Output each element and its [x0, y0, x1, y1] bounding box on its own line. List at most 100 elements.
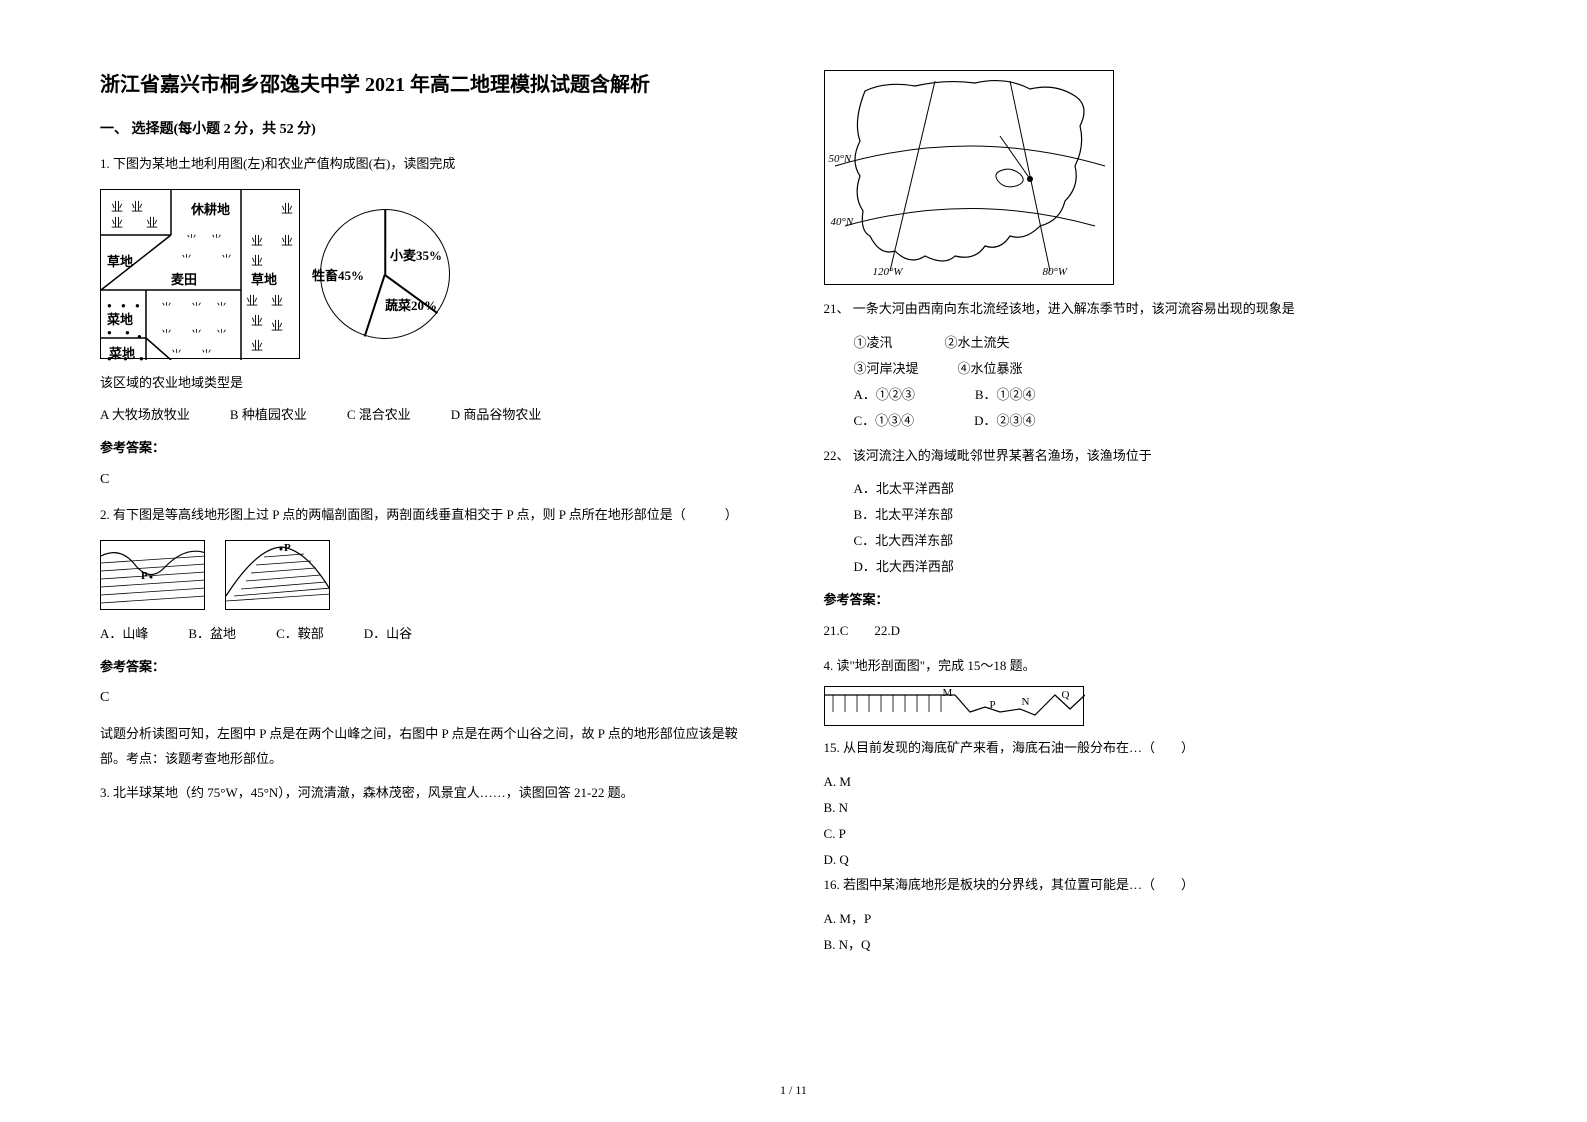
- tree-icon: [131, 196, 143, 219]
- left-column: 浙江省嘉兴市桐乡邵逸夫中学 2021 年高二地理模拟试题含解析 一、 选择题(每…: [100, 70, 764, 968]
- q2-ans-label: 参考答案：: [100, 655, 764, 680]
- q21-stem: 21、 一条大河由西南向东北流经该地，进入解冻季节时，该河流容易出现的现象是: [824, 297, 1488, 322]
- grass-icon: [211, 230, 222, 251]
- q21-i2: ②水土流失: [945, 335, 1010, 350]
- pie-label-wheat: 小麦35%: [390, 244, 442, 269]
- q21-i1: ①凌汛: [854, 335, 893, 350]
- question-4: 4. 读"地形剖面图"，完成 15～18 题。: [824, 654, 1488, 958]
- svg-text:P: P: [284, 542, 291, 554]
- tree-icon: [281, 198, 293, 221]
- tree-icon: [251, 250, 263, 273]
- q2-ans: C: [100, 685, 764, 712]
- grass-icon: [191, 325, 202, 346]
- q1-ans: C: [100, 467, 764, 494]
- q3-ans: 21.C 22.D: [824, 619, 1488, 644]
- grass-icon: [161, 325, 172, 346]
- q1-opt-a: A 大牧场放牧业: [100, 403, 190, 428]
- na-map-figure: 50°N 40°N 120°W 80°W: [824, 70, 1114, 285]
- q15-options: A. M B. N C. P D. Q: [824, 769, 1488, 873]
- q2-figures: P P: [100, 540, 764, 610]
- question-2: 2. 有下图是等高线地形图上过 P 点的两幅剖面图，两剖面线垂直相交于 P 点，…: [100, 503, 764, 771]
- q2-opt-c: C．鞍部: [276, 622, 324, 647]
- q21-opt-a: A．①②③: [854, 382, 915, 408]
- grass-icon: [216, 325, 227, 346]
- pie-chart: 牲畜45% 小麦35% 蔬菜20%: [320, 209, 450, 339]
- q21-items: ①凌汛 ②水土流失 ③河岸决堤 ④水位暴涨: [824, 330, 1488, 382]
- q21-i4: ④水位暴涨: [958, 361, 1023, 376]
- q22-options: A．北太平洋西部 B．北太平洋东部 C．北大西洋东部 D．北大西洋西部: [824, 476, 1488, 580]
- q22-stem: 22、 该河流注入的海域毗邻世界某著名渔场，该渔场位于: [824, 444, 1488, 469]
- q21-i3: ③河岸决堤: [854, 361, 919, 376]
- q22-opt-a: A．北太平洋西部: [854, 476, 1488, 502]
- label-wheat: 麦田: [171, 268, 197, 293]
- q16-opt-a: A. M，P: [824, 906, 1488, 932]
- dot-icon: [125, 322, 130, 343]
- section-1-header: 一、 选择题(每小题 2 分，共 52 分): [100, 118, 764, 138]
- map-lon80: 80°W: [1043, 266, 1068, 278]
- profile-figure-2: P: [225, 540, 330, 610]
- grass-icon: [216, 298, 227, 319]
- q2-options: A．山峰 B．盆地 C．鞍部 D．山谷: [100, 622, 764, 647]
- exam-title: 浙江省嘉兴市桐乡邵逸夫中学 2021 年高二地理模拟试题含解析: [100, 70, 764, 100]
- dot-icon: [121, 295, 126, 316]
- grass-icon: [186, 230, 197, 251]
- grass-icon: [161, 298, 172, 319]
- cross-m: M: [943, 683, 953, 704]
- q1-ans-label: 参考答案：: [100, 436, 764, 461]
- cross-n: N: [1022, 692, 1030, 713]
- q1-text: 1. 下图为某地土地利用图(左)和农业产值构成图(右)，读图完成: [100, 152, 764, 177]
- q15-stem: 15. 从目前发现的海底矿产来看，海底石油一般分布在…（ ）: [824, 736, 1488, 761]
- q2-opt-d: D．山谷: [364, 622, 412, 647]
- right-column: 50°N 40°N 120°W 80°W 21、 一条大河由西南向东北流经该地，…: [824, 70, 1488, 968]
- cross-section-figure: M P N Q: [824, 686, 1084, 726]
- q2-opt-a: A．山峰: [100, 622, 148, 647]
- tree-icon: [251, 335, 263, 358]
- page-footer: 1 / 11: [0, 1083, 1587, 1098]
- grass-icon: [191, 298, 202, 319]
- map-lat50: 50°N: [829, 153, 852, 165]
- q21-opt-b: B．①②④: [975, 382, 1036, 408]
- q4-text: 4. 读"地形剖面图"，完成 15～18 题。: [824, 654, 1488, 679]
- pie-divider: [384, 209, 386, 274]
- question-3-intro: 3. 北半球某地（约 75°W，45°N），河流清澈，森林茂密，风景宜人……，读…: [100, 781, 764, 806]
- tree-icon: [146, 212, 158, 235]
- grass-icon: [201, 345, 212, 366]
- grass-icon: [221, 250, 232, 271]
- grass-icon: [171, 345, 182, 366]
- tree-icon: [111, 212, 123, 235]
- dot-icon: [107, 295, 112, 316]
- question-21: 21、 一条大河由西南向东北流经该地，进入解冻季节时，该河流容易出现的现象是 ①…: [824, 297, 1488, 434]
- q16-stem: 16. 若图中某海底地形是板块的分界线，其位置可能是…（ ）: [824, 873, 1488, 898]
- q15-opt-c: C. P: [824, 821, 1488, 847]
- q1-opt-b: B 种植园农业: [230, 403, 307, 428]
- q21-opt-d: D．②③④: [974, 408, 1035, 434]
- tree-icon: [271, 315, 283, 338]
- land-use-figure: 休耕地 草地 麦田 草地 菜地 菜地: [100, 189, 300, 359]
- q16-opt-b: B. N，Q: [824, 932, 1488, 958]
- svg-text:P: P: [141, 570, 148, 582]
- dot-icon: [135, 295, 140, 316]
- q1-opt-c: C 混合农业: [347, 403, 411, 428]
- dot-icon: [137, 326, 142, 347]
- dot-icon: [107, 322, 112, 343]
- q21-options: A．①②③B．①②④ C．①③④D．②③④: [824, 382, 1488, 434]
- label-grass1: 草地: [107, 250, 133, 275]
- q1-subq: 该区域的农业地域类型是: [100, 371, 764, 396]
- question-1: 1. 下图为某地土地利用图(左)和农业产值构成图(右)，读图完成: [100, 152, 764, 493]
- question-22: 22、 该河流注入的海域毗邻世界某著名渔场，该渔场位于 A．北太平洋西部 B．北…: [824, 444, 1488, 644]
- tree-icon: [271, 290, 283, 313]
- q2-analysis: 试题分析读图可知，左图中 P 点是在两个山峰之间，右图中 P 点是在两个山谷之间…: [100, 722, 764, 771]
- label-fallow: 休耕地: [191, 198, 230, 223]
- q22-opt-c: C．北大西洋东部: [854, 528, 1488, 554]
- q2-opt-b: B．盆地: [188, 622, 236, 647]
- map-lon120: 120°W: [873, 266, 903, 278]
- q1-figures: 休耕地 草地 麦田 草地 菜地 菜地: [100, 189, 764, 359]
- map-lat40: 40°N: [831, 216, 854, 228]
- q2-text: 2. 有下图是等高线地形图上过 P 点的两幅剖面图，两剖面线垂直相交于 P 点，…: [100, 503, 764, 528]
- dot-icon: [139, 348, 144, 369]
- q1-opt-d: D 商品谷物农业: [451, 403, 542, 428]
- q3-ans-label: 参考答案：: [824, 588, 1488, 613]
- pie-label-livestock: 牲畜45%: [312, 264, 364, 289]
- q15-opt-a: A. M: [824, 769, 1488, 795]
- profile-figure-1: P: [100, 540, 205, 610]
